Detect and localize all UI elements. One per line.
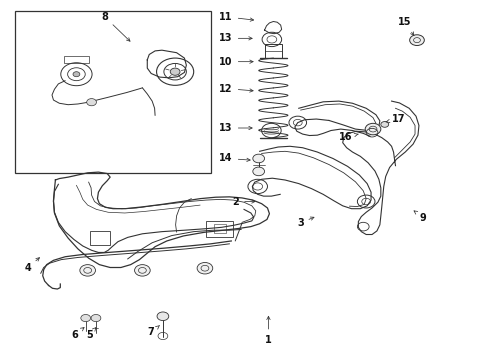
Circle shape	[253, 167, 265, 176]
Text: 3: 3	[297, 217, 314, 228]
Bar	[265, 44, 282, 58]
Text: 8: 8	[101, 12, 130, 41]
Text: 1: 1	[265, 316, 272, 345]
Bar	[15, 12, 211, 173]
Circle shape	[253, 154, 265, 163]
Circle shape	[80, 265, 96, 276]
Text: 17: 17	[386, 114, 405, 124]
Text: 6: 6	[71, 328, 84, 340]
Circle shape	[91, 315, 101, 321]
Text: 15: 15	[397, 17, 414, 35]
Circle shape	[170, 68, 180, 75]
Text: 13: 13	[220, 33, 252, 43]
Bar	[90, 231, 110, 245]
Text: 13: 13	[220, 123, 252, 133]
Circle shape	[135, 265, 150, 276]
Text: 11: 11	[220, 12, 254, 22]
Text: 4: 4	[24, 258, 40, 273]
Bar	[206, 221, 233, 237]
Text: 10: 10	[220, 57, 253, 67]
Circle shape	[381, 122, 389, 127]
Bar	[64, 55, 89, 63]
Circle shape	[410, 35, 424, 45]
Text: 5: 5	[86, 328, 96, 340]
Circle shape	[81, 315, 91, 321]
Text: 2: 2	[232, 197, 255, 207]
Circle shape	[365, 123, 381, 135]
Circle shape	[157, 312, 169, 320]
Bar	[214, 224, 226, 233]
Circle shape	[73, 72, 80, 77]
Text: 7: 7	[148, 325, 160, 337]
Text: 12: 12	[220, 84, 253, 94]
Circle shape	[87, 99, 97, 106]
Text: 16: 16	[339, 132, 358, 142]
Circle shape	[197, 262, 213, 274]
Text: 14: 14	[220, 153, 250, 163]
Text: 9: 9	[414, 211, 427, 222]
